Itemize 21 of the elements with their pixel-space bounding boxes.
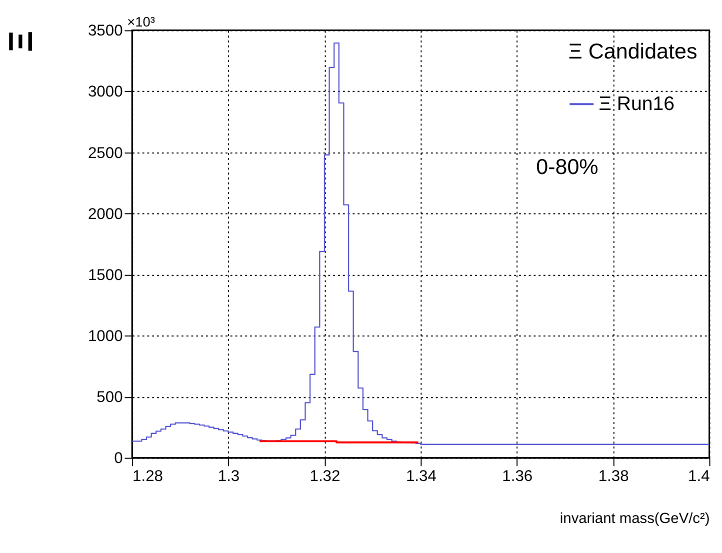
x-tick-label: 1.4 <box>688 468 710 485</box>
annotation: 0-80% <box>536 155 598 180</box>
x-axis-title: invariant mass(GeV/c²) <box>560 510 710 527</box>
x-tick-label: 1.28 <box>132 468 164 485</box>
legend-title: Ξ Candidates <box>568 40 698 64</box>
y-tick-label: 1500 <box>88 266 124 284</box>
legend-label: Ξ Run16 <box>598 93 675 115</box>
x-tick-label: 1.36 <box>502 468 533 485</box>
y-tick-label: 3500 <box>88 22 124 40</box>
y-tick-label: 500 <box>96 389 124 406</box>
x-tick-label: 1.32 <box>310 468 340 485</box>
x-tick-label: 1.38 <box>598 468 630 485</box>
x-tick-label: 1.3 <box>218 468 240 485</box>
x-tick-label: 1.34 <box>406 468 437 485</box>
y-tick-label: 1000 <box>88 328 124 346</box>
y-tick-label: 3000 <box>88 84 124 101</box>
y-tick-label: 2500 <box>88 144 124 162</box>
y-tick-label: 2000 <box>88 206 124 223</box>
y-axis-title: Ξ <box>3 30 40 52</box>
text: ×10³ <box>127 14 156 30</box>
y-tick-label: 0 <box>114 450 124 468</box>
